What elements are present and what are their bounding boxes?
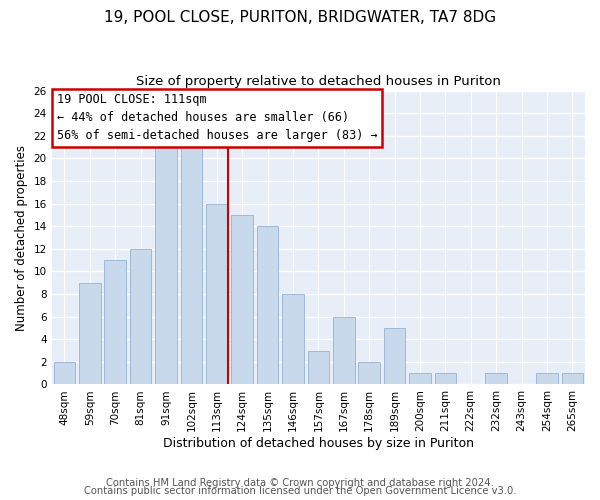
- Bar: [434, 373, 456, 384]
- Title: Size of property relative to detached houses in Puriton: Size of property relative to detached ho…: [136, 75, 501, 88]
- Bar: [562, 373, 583, 384]
- Bar: [257, 226, 278, 384]
- Bar: [536, 373, 557, 384]
- Bar: [181, 147, 202, 384]
- Bar: [104, 260, 126, 384]
- Bar: [53, 362, 75, 384]
- Bar: [308, 350, 329, 384]
- Bar: [409, 373, 431, 384]
- X-axis label: Distribution of detached houses by size in Puriton: Distribution of detached houses by size …: [163, 437, 474, 450]
- Bar: [206, 204, 227, 384]
- Text: Contains HM Land Registry data © Crown copyright and database right 2024.: Contains HM Land Registry data © Crown c…: [106, 478, 494, 488]
- Bar: [384, 328, 406, 384]
- Text: Contains public sector information licensed under the Open Government Licence v3: Contains public sector information licen…: [84, 486, 516, 496]
- Bar: [333, 316, 355, 384]
- Bar: [485, 373, 507, 384]
- Bar: [79, 282, 101, 384]
- Text: 19 POOL CLOSE: 111sqm
← 44% of detached houses are smaller (66)
56% of semi-deta: 19 POOL CLOSE: 111sqm ← 44% of detached …: [57, 94, 377, 142]
- Bar: [282, 294, 304, 384]
- Bar: [232, 215, 253, 384]
- Text: 19, POOL CLOSE, PURITON, BRIDGWATER, TA7 8DG: 19, POOL CLOSE, PURITON, BRIDGWATER, TA7…: [104, 10, 496, 25]
- Bar: [155, 147, 177, 384]
- Bar: [358, 362, 380, 384]
- Bar: [130, 249, 151, 384]
- Y-axis label: Number of detached properties: Number of detached properties: [15, 144, 28, 330]
